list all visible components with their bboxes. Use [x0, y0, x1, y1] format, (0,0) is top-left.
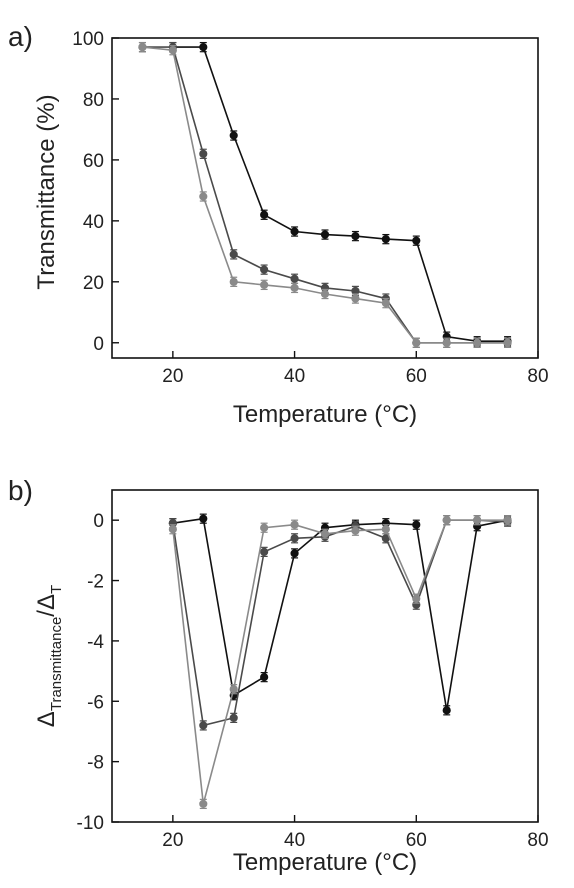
panel-a-letter: a) [8, 21, 33, 52]
panel-a-series-1-point [352, 232, 359, 239]
panel-a-series-2-point [261, 266, 268, 273]
panel-b-series-3-point [261, 524, 268, 531]
panel-b-y-tick-label: -6 [87, 692, 104, 713]
panel-b-series-3-point [474, 517, 481, 524]
panel-b-series-2-point [291, 535, 298, 542]
panel-a-y-tick-label: 40 [83, 212, 104, 233]
panel-b-series-3-point [200, 800, 207, 807]
panel-b-y-tick-label: 0 [93, 511, 104, 532]
panel-b-series-3-point [352, 527, 359, 534]
panel-a-series-3-point [230, 278, 237, 285]
panel-b-series-2-point [200, 722, 207, 729]
panel-a-series-3-point [382, 300, 389, 307]
panel-b-series-3-point [413, 595, 420, 602]
panel-a-y-tick-label: 60 [83, 151, 104, 172]
panel-a-series-3-point [169, 47, 176, 54]
panel-b-series-2-line [173, 520, 508, 725]
panel-b-letter: b) [8, 475, 33, 506]
panel-a-x-tick-label: 40 [284, 366, 305, 387]
panel-a-plot-area: 20 40 60 80 0 20 40 60 80 100 [72, 29, 548, 387]
panel-b-x-axis-label: Temperature (°C) [233, 849, 417, 876]
panel-b-series-1-point [413, 521, 420, 528]
panel-a-series-3-point [291, 284, 298, 291]
panel-a-x-tick-label: 20 [162, 366, 183, 387]
panel-b-series-2-point [230, 714, 237, 721]
panel-b-x-tick-label: 20 [162, 830, 183, 851]
panel-b-series-3-point [504, 517, 511, 524]
panel-b-series-1-point [443, 707, 450, 714]
panel-a-y-tick-label: 20 [83, 273, 104, 294]
panel-b: b) 20 40 60 80 0 -2 -4 -6 -8 -10 Temperature (°C)… [8, 475, 549, 876]
panel-a-series-3-point [413, 339, 420, 346]
panel-a-series-3-point [139, 44, 146, 51]
panel-a: a) 20 40 60 80 0 20 40 60 80 100 Temperature (°C)… [8, 21, 549, 428]
panel-b-y-tick-label: -10 [77, 813, 104, 834]
panel-a-series-1-point [200, 44, 207, 51]
panel-a-series-3-point [474, 339, 481, 346]
panel-a-series-2-point [200, 150, 207, 157]
panel-b-x-tick-label: 40 [284, 830, 305, 851]
panel-a-series-3-point [504, 339, 511, 346]
panel-a-series-3-point [261, 281, 268, 288]
panel-b-y-tick-label: -2 [87, 572, 104, 593]
panel-a-series-1-point [321, 231, 328, 238]
panel-b-series-1-point [200, 515, 207, 522]
panel-b-series-3-line [173, 520, 508, 804]
panel-a-series-1-point [413, 237, 420, 244]
y-label-sub-t: T [48, 585, 65, 594]
panel-b-y-tick-label: -4 [87, 632, 104, 653]
panel-a-series-1-point [230, 132, 237, 139]
panel-a-series-1-point [382, 236, 389, 243]
panel-a-series-3-point [200, 193, 207, 200]
panel-a-y-axis-label: Transmittance (%) [33, 94, 60, 289]
panel-a-series-3-point [352, 295, 359, 302]
panel-a-frame [112, 38, 538, 358]
panel-b-y-tick-label: -8 [87, 753, 104, 774]
panel-a-series-2-point [230, 251, 237, 258]
panel-b-y-axis-label: ΔTransmittance/ΔT [33, 585, 65, 727]
panel-a-y-tick-label: 100 [72, 29, 104, 50]
panel-a-x-tick-label: 60 [406, 366, 427, 387]
panel-a-series-3-point [443, 339, 450, 346]
panel-b-x-tick-label: 60 [406, 830, 427, 851]
panel-b-series-3-point [291, 521, 298, 528]
panel-b-series-3-point [443, 517, 450, 524]
panel-a-x-tick-label: 80 [527, 366, 548, 387]
panel-a-x-axis-label: Temperature (°C) [233, 401, 417, 428]
panel-b-series-2-point [261, 548, 268, 555]
panel-a-series-3-point [321, 290, 328, 297]
panel-a-y-tick-label: 0 [93, 334, 104, 355]
y-label-delta: Δ [33, 711, 60, 727]
panel-b-series-1-point [291, 550, 298, 557]
panel-a-series-2-point [291, 275, 298, 282]
panel-b-series-1-line [173, 519, 508, 711]
panel-b-x-tick-label: 80 [527, 830, 548, 851]
panel-a-series-1-point [291, 228, 298, 235]
panel-b-series-3-point [169, 526, 176, 533]
y-label-sub-transmittance: Transmittance [48, 617, 65, 711]
panel-b-plot-area: 20 40 60 80 0 -2 -4 -6 -8 -10 [77, 511, 549, 851]
panel-b-series-1-point [261, 674, 268, 681]
panel-b-series-3-point [321, 530, 328, 537]
panel-a-y-tick-label: 80 [83, 90, 104, 111]
panel-b-series-3-point [230, 686, 237, 693]
panel-a-series-1-point [261, 211, 268, 218]
y-label-slash-delta: /Δ [33, 594, 60, 617]
panel-b-series-3-point [382, 526, 389, 533]
